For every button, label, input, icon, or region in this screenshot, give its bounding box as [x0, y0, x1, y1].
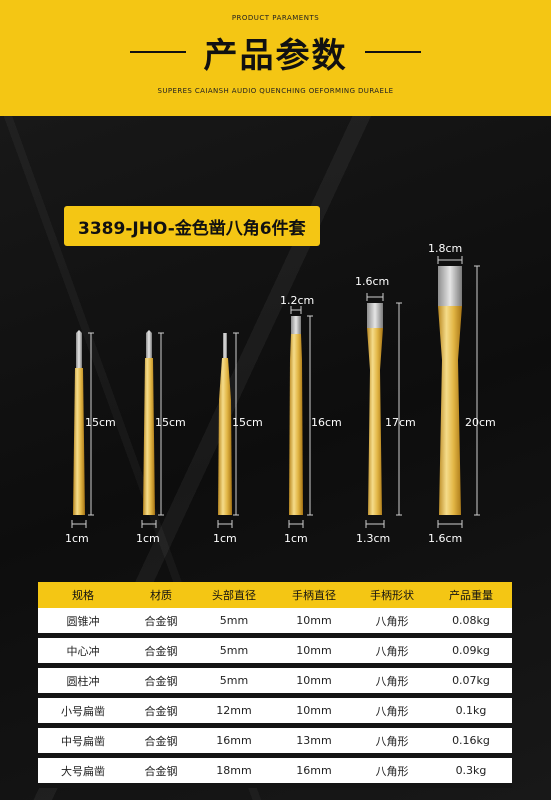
tool-2-length-label: 15cm: [155, 416, 186, 429]
table-row: 圆柱冲 合金钢 5mm 10mm 八角形 0.07kg: [38, 665, 512, 698]
cell-head-diameter: 5mm: [194, 665, 274, 698]
cell-head-diameter: 16mm: [194, 725, 274, 758]
header-handle-shape: 手柄形状: [354, 582, 430, 608]
cell-head-diameter: 18mm: [194, 755, 274, 788]
tool-4-length-label: 16cm: [311, 416, 342, 429]
tool-6-length-label: 20cm: [465, 416, 496, 429]
tool-5-width-label: 1.3cm: [356, 532, 390, 545]
dimension-lines: [71, 256, 480, 528]
cell-handle-diameter: 10mm: [274, 635, 354, 668]
cell-handle-diameter: 10mm: [274, 695, 354, 728]
tool-1-width-label: 1cm: [65, 532, 89, 545]
tools-illustration: 15cm 15cm 15cm 16cm 17cm 20cm 1cm 1cm 1c…: [65, 242, 496, 545]
tool-small-flat-chisel: [289, 316, 303, 515]
cell-handle-diameter: 10mm: [274, 665, 354, 698]
header-head-diameter: 头部直径: [194, 582, 274, 608]
cell-handle-diameter: 13mm: [274, 725, 354, 758]
cell-handle-shape: 八角形: [354, 665, 430, 698]
cell-handle-shape: 八角形: [354, 635, 430, 668]
tool-pin-punch: [218, 333, 232, 515]
tool-6-width-label: 1.6cm: [428, 532, 462, 545]
header-subtitle-bottom: SUPERES CAIANSH AUDIO QUENCHING OEFORMIN…: [157, 87, 394, 95]
cell-weight: 0.16kg: [430, 725, 512, 758]
cell-handle-diameter: 10mm: [274, 608, 354, 638]
cell-spec: 中号扁凿: [38, 725, 128, 758]
header-material: 材质: [128, 582, 194, 608]
spec-table-header: 规格 材质 头部直径 手柄直径 手柄形状 产品重量: [38, 582, 512, 608]
header-subtitle-top: PRODUCT PARAMENTS: [231, 14, 320, 22]
tool-center-punch: [143, 330, 155, 515]
table-row: 中心冲 合金钢 5mm 10mm 八角形 0.09kg: [38, 635, 512, 668]
cell-handle-shape: 八角形: [354, 755, 430, 788]
cell-spec: 中心冲: [38, 635, 128, 668]
cell-weight: 0.1kg: [430, 695, 512, 728]
header-rule-right: [365, 51, 421, 53]
cell-handle-shape: 八角形: [354, 608, 430, 638]
cell-material: 合金钢: [128, 635, 194, 668]
cell-spec: 圆柱冲: [38, 665, 128, 698]
cell-material: 合金钢: [128, 725, 194, 758]
header-handle-diameter: 手柄直径: [274, 582, 354, 608]
cell-material: 合金钢: [128, 665, 194, 698]
tool-6-tip-label: 1.8cm: [428, 242, 462, 255]
product-name-badge: 3389-JHO-金色凿八角6件套: [64, 206, 320, 246]
cell-handle-diameter: 16mm: [274, 755, 354, 788]
cell-material: 合金钢: [128, 695, 194, 728]
cell-spec: 小号扁凿: [38, 695, 128, 728]
tool-large-flat-chisel: [438, 266, 462, 515]
page-title: 产品参数: [203, 36, 348, 76]
tool-1-length-label: 15cm: [85, 416, 116, 429]
spec-table: 规格 材质 头部直径 手柄直径 手柄形状 产品重量 圆锥冲 合金钢 5mm 10…: [38, 582, 512, 788]
tool-cone-punch: [73, 330, 85, 515]
cell-head-diameter: 5mm: [194, 608, 274, 638]
cell-material: 合金钢: [128, 755, 194, 788]
tool-4-tip-label: 1.2cm: [280, 294, 314, 307]
cell-weight: 0.3kg: [430, 755, 512, 788]
cell-head-diameter: 12mm: [194, 695, 274, 728]
tool-3-length-label: 15cm: [232, 416, 263, 429]
cell-spec: 大号扁凿: [38, 755, 128, 788]
cell-spec: 圆锥冲: [38, 608, 128, 638]
cell-handle-shape: 八角形: [354, 695, 430, 728]
header-weight: 产品重量: [430, 582, 512, 608]
table-row: 圆锥冲 合金钢 5mm 10mm 八角形 0.08kg: [38, 608, 512, 638]
cell-handle-shape: 八角形: [354, 725, 430, 758]
header-banner: PRODUCT PARAMENTS 产品参数 SUPERES CAIANSH A…: [0, 0, 551, 116]
cell-weight: 0.07kg: [430, 665, 512, 698]
tool-5-length-label: 17cm: [385, 416, 416, 429]
tool-3-width-label: 1cm: [213, 532, 237, 545]
cell-weight: 0.09kg: [430, 635, 512, 668]
header-rule-left: [130, 51, 186, 53]
tool-medium-flat-chisel: [367, 303, 383, 515]
tool-5-tip-label: 1.6cm: [355, 275, 389, 288]
cell-head-diameter: 5mm: [194, 635, 274, 668]
cell-weight: 0.08kg: [430, 608, 512, 638]
header-spec: 规格: [38, 582, 128, 608]
table-row: 小号扁凿 合金钢 12mm 10mm 八角形 0.1kg: [38, 695, 512, 728]
cell-material: 合金钢: [128, 608, 194, 638]
table-row: 大号扁凿 合金钢 18mm 16mm 八角形 0.3kg: [38, 755, 512, 788]
tool-4-width-label: 1cm: [284, 532, 308, 545]
table-row: 中号扁凿 合金钢 16mm 13mm 八角形 0.16kg: [38, 725, 512, 758]
tool-2-width-label: 1cm: [136, 532, 160, 545]
